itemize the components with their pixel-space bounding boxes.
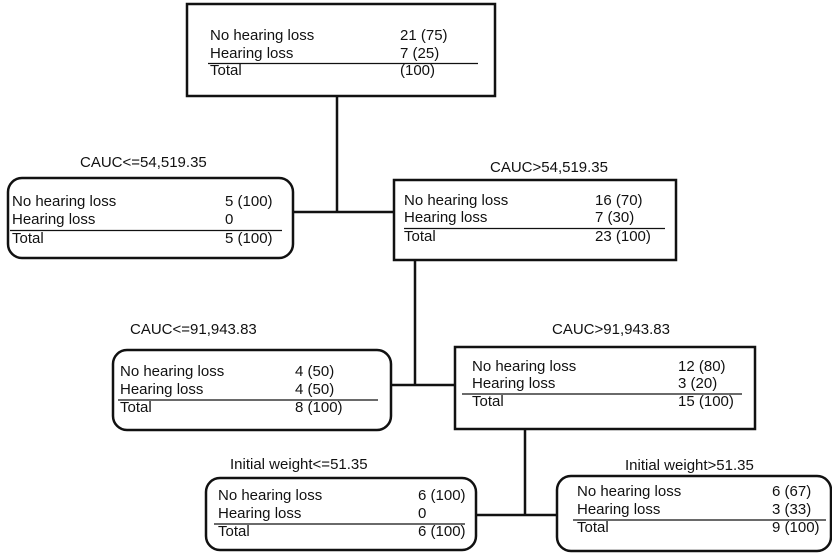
row-label: No hearing loss <box>12 193 116 210</box>
row-value: 6 (67) <box>772 483 811 500</box>
row-value: 3 (33) <box>772 501 811 518</box>
row-value: 16 (70) <box>595 192 643 209</box>
connectors <box>293 96 557 517</box>
row-value: 12 (80) <box>678 358 726 375</box>
node-box <box>453 345 757 431</box>
row-label: Hearing loss <box>12 211 95 228</box>
split-label: Initial weight<=51.35 <box>230 456 368 473</box>
row-label: No hearing loss <box>218 487 322 504</box>
row-value: 5 (100) <box>225 193 273 210</box>
split-label: CAUC<=91,943.83 <box>130 321 257 338</box>
split-label: CAUC>54,519.35 <box>490 159 608 176</box>
node-box <box>204 476 478 552</box>
row-label: Hearing loss <box>472 375 555 392</box>
row-label: Total <box>12 230 44 247</box>
row-value: 9 (100) <box>772 519 820 536</box>
row-label: No hearing loss <box>404 192 508 209</box>
row-value: 0 <box>225 211 233 228</box>
row-label: Total <box>210 62 242 79</box>
row-value: 3 (20) <box>678 375 717 392</box>
row-value: 21 (75) <box>400 27 448 44</box>
row-value: 4 (50) <box>295 381 334 398</box>
node-box <box>111 348 393 432</box>
node-box <box>555 474 832 553</box>
row-label: Total <box>404 228 436 245</box>
split-label: Initial weight>51.35 <box>625 457 754 474</box>
row-label: Total <box>577 519 609 536</box>
row-label: Hearing loss <box>404 209 487 226</box>
row-label: Total <box>218 523 250 540</box>
split-label: CAUC<=54,519.35 <box>80 154 207 171</box>
split-label: CAUC>91,943.83 <box>552 321 670 338</box>
row-label: No hearing loss <box>210 27 314 44</box>
node-box <box>185 2 497 98</box>
node-box <box>392 178 678 262</box>
row-label: Hearing loss <box>210 45 293 62</box>
row-label: No hearing loss <box>577 483 681 500</box>
row-value: 7 (25) <box>400 45 439 62</box>
row-label: Total <box>472 393 504 410</box>
row-label: No hearing loss <box>120 363 224 380</box>
row-label: Hearing loss <box>120 381 203 398</box>
row-value: (100) <box>400 62 435 79</box>
row-value: 5 (100) <box>225 230 273 247</box>
row-label: Total <box>120 399 152 416</box>
row-value: 15 (100) <box>678 393 734 410</box>
row-value: 0 <box>418 505 426 522</box>
row-label: No hearing loss <box>472 358 576 375</box>
row-value: 4 (50) <box>295 363 334 380</box>
row-value: 6 (100) <box>418 523 466 540</box>
row-value: 7 (30) <box>595 209 634 226</box>
row-value: 6 (100) <box>418 487 466 504</box>
row-label: Hearing loss <box>218 505 301 522</box>
row-value: 8 (100) <box>295 399 343 416</box>
node-box <box>6 176 295 260</box>
row-value: 23 (100) <box>595 228 651 245</box>
row-label: Hearing loss <box>577 501 660 518</box>
